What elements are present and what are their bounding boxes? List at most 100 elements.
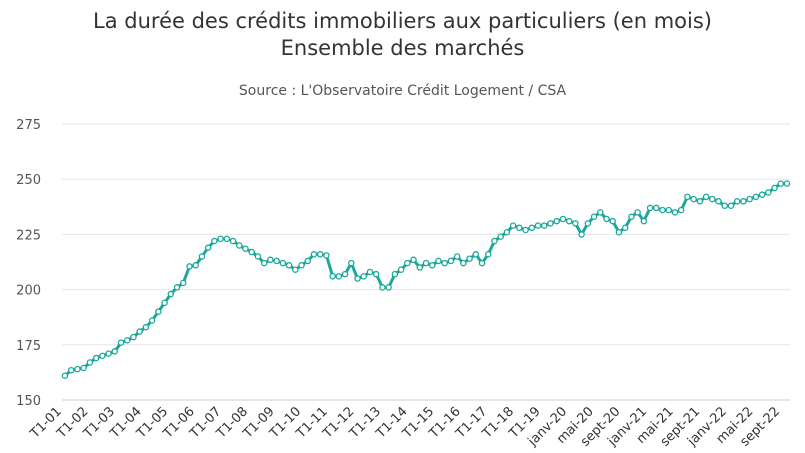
data-point[interactable]: [67, 366, 75, 374]
data-point[interactable]: [690, 195, 697, 203]
data-point[interactable]: [609, 217, 616, 225]
data-point[interactable]: [285, 262, 293, 269]
data-point[interactable]: [702, 193, 710, 201]
data-point[interactable]: [422, 259, 430, 267]
data-point[interactable]: [484, 251, 492, 258]
data-point[interactable]: [204, 244, 212, 251]
data-point[interactable]: [86, 359, 94, 366]
data-point[interactable]: [671, 209, 679, 216]
data-point[interactable]: [267, 256, 274, 264]
data-point[interactable]: [684, 193, 691, 201]
data-point[interactable]: [553, 217, 560, 225]
data-point[interactable]: [516, 224, 523, 232]
data-point[interactable]: [771, 184, 778, 192]
data-point[interactable]: [111, 348, 119, 355]
data-point[interactable]: [665, 206, 672, 214]
data-point[interactable]: [92, 354, 100, 362]
data-point[interactable]: [696, 198, 704, 205]
data-point[interactable]: [466, 255, 473, 262]
data-point[interactable]: [148, 317, 156, 324]
data-point[interactable]: [123, 337, 131, 344]
data-point[interactable]: [628, 213, 635, 220]
data-point[interactable]: [478, 259, 486, 267]
data-point[interactable]: [142, 323, 150, 331]
data-point[interactable]: [746, 195, 753, 203]
data-point[interactable]: [727, 202, 735, 209]
data-point[interactable]: [528, 224, 536, 232]
data-point[interactable]: [453, 253, 461, 260]
data-point[interactable]: [634, 209, 641, 216]
data-point[interactable]: [783, 180, 791, 187]
data-point[interactable]: [404, 259, 411, 267]
data-point[interactable]: [385, 284, 392, 291]
data-point[interactable]: [366, 268, 374, 276]
data-point[interactable]: [354, 275, 361, 282]
data-point[interactable]: [391, 270, 399, 278]
data-point[interactable]: [677, 206, 685, 214]
data-point[interactable]: [472, 251, 480, 258]
data-point[interactable]: [572, 220, 579, 227]
data-point[interactable]: [248, 248, 255, 256]
data-point[interactable]: [640, 217, 648, 225]
data-point[interactable]: [323, 252, 330, 259]
data-point[interactable]: [740, 198, 747, 205]
data-point[interactable]: [752, 193, 760, 201]
data-point[interactable]: [372, 270, 380, 278]
data-point[interactable]: [167, 290, 175, 298]
data-point[interactable]: [298, 262, 305, 269]
data-point[interactable]: [416, 264, 424, 271]
data-point[interactable]: [180, 279, 187, 287]
data-point[interactable]: [217, 235, 224, 243]
data-point[interactable]: [198, 253, 206, 260]
data-point[interactable]: [715, 198, 722, 205]
data-point[interactable]: [534, 222, 542, 229]
data-point[interactable]: [155, 308, 162, 315]
data-point[interactable]: [709, 195, 716, 203]
data-point[interactable]: [136, 328, 143, 335]
data-point[interactable]: [105, 350, 112, 357]
data-point[interactable]: [460, 259, 467, 267]
data-point[interactable]: [565, 217, 573, 225]
data-point[interactable]: [348, 259, 355, 267]
data-point[interactable]: [329, 273, 336, 280]
data-point[interactable]: [541, 222, 548, 229]
data-point[interactable]: [509, 222, 517, 229]
data-point[interactable]: [292, 266, 299, 273]
data-point[interactable]: [615, 228, 623, 236]
data-point[interactable]: [428, 262, 436, 269]
data-point[interactable]: [117, 339, 125, 346]
data-point[interactable]: [80, 364, 87, 372]
data-point[interactable]: [236, 242, 243, 249]
data-point[interactable]: [397, 266, 405, 273]
data-point[interactable]: [335, 273, 343, 280]
data-point[interactable]: [491, 237, 498, 245]
data-point[interactable]: [379, 284, 386, 291]
data-point[interactable]: [590, 213, 598, 220]
data-point[interactable]: [447, 257, 455, 265]
data-point[interactable]: [61, 372, 69, 379]
data-point[interactable]: [192, 262, 199, 269]
data-point[interactable]: [242, 245, 249, 252]
data-point[interactable]: [316, 251, 324, 258]
data-point[interactable]: [758, 191, 766, 198]
data-point[interactable]: [279, 259, 287, 267]
data-point[interactable]: [503, 228, 511, 236]
data-point[interactable]: [435, 257, 442, 265]
data-point[interactable]: [304, 257, 311, 265]
data-point[interactable]: [229, 237, 237, 245]
data-point[interactable]: [161, 299, 168, 307]
data-point[interactable]: [74, 365, 81, 373]
data-point[interactable]: [310, 251, 318, 258]
data-point[interactable]: [578, 231, 585, 238]
data-point[interactable]: [497, 233, 504, 240]
data-point[interactable]: [211, 237, 218, 245]
data-point[interactable]: [597, 209, 604, 216]
data-point[interactable]: [223, 235, 231, 243]
data-point[interactable]: [659, 206, 666, 214]
data-point[interactable]: [603, 215, 610, 223]
data-point[interactable]: [173, 284, 181, 291]
data-point[interactable]: [441, 259, 448, 267]
data-point[interactable]: [186, 263, 193, 270]
data-point[interactable]: [621, 224, 629, 232]
data-point[interactable]: [646, 204, 654, 212]
